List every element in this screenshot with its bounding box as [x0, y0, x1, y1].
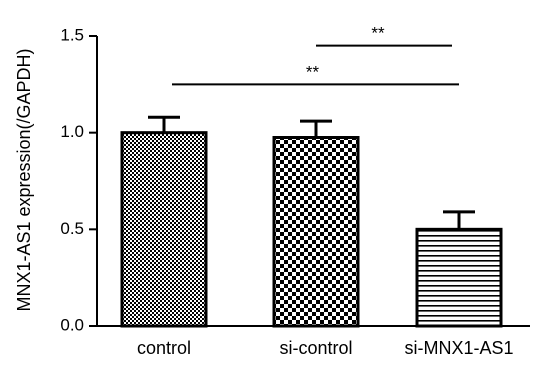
x-category-label: control	[137, 338, 191, 358]
y-tick-label: 1.0	[60, 122, 84, 141]
bar-si-control	[272, 136, 360, 328]
significance-annotations: ** **	[172, 24, 459, 86]
bar-si-MNX1-AS1	[415, 227, 503, 328]
y-tick-label: 0.5	[60, 219, 84, 238]
y-axis-title: MNX1-AS1 expression(/GAPDH)	[14, 48, 34, 311]
axis-labels: 0.0 0.5 1.0 1.5 control si-control si-MNX1-AS1	[60, 25, 513, 358]
y-tick-label: 0.0	[60, 315, 84, 334]
significance-label: **	[371, 24, 385, 43]
bars	[120, 115, 503, 328]
x-category-label: si-MNX1-AS1	[404, 338, 513, 358]
bar-control	[120, 131, 208, 328]
significance-label: **	[306, 62, 320, 81]
x-category-label: si-control	[279, 338, 352, 358]
y-tick-label: 1.5	[60, 25, 84, 44]
